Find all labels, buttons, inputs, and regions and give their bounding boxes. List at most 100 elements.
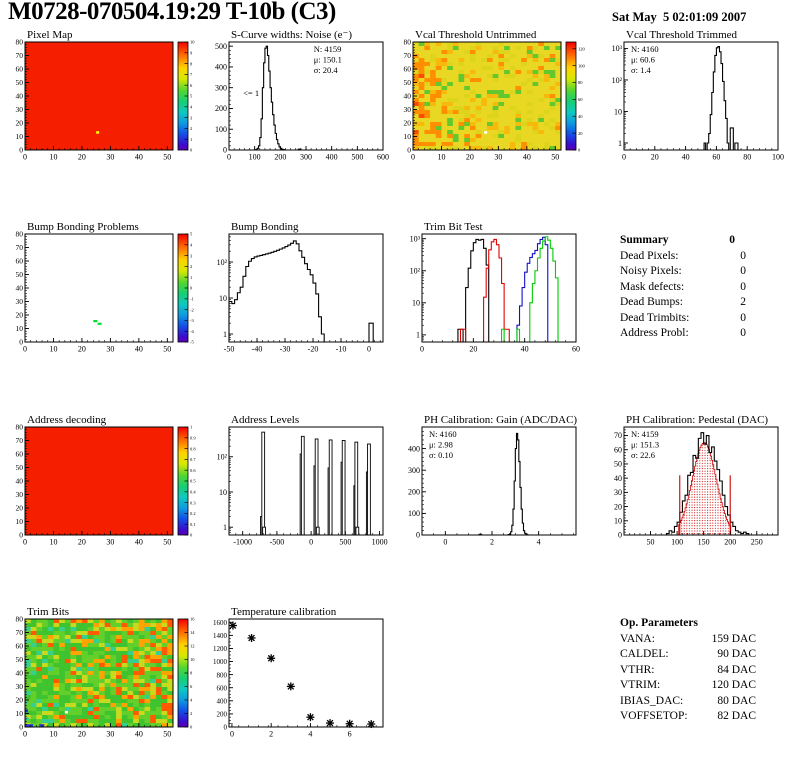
x-tick-label: 200 xyxy=(724,538,736,547)
plot-frame xyxy=(228,618,384,728)
colorbar-label: 6 xyxy=(190,684,193,689)
op-parameter-value: 80 DAC xyxy=(717,694,756,707)
x-tick-label: 0 xyxy=(23,538,27,547)
op-parameter-value: 90 DAC xyxy=(717,648,756,660)
op-parameter-label: VOFFSETOP: xyxy=(620,710,688,722)
y-tick-label: 10³ xyxy=(612,44,623,53)
colorbar-label: 5 xyxy=(190,232,193,237)
colorbar-label: -5 xyxy=(190,340,194,345)
y-tick-label: 20 xyxy=(16,696,24,705)
x-tick-label: 10 xyxy=(49,730,57,739)
chart-title-trim-bits: Trim Bits xyxy=(27,606,69,618)
colorbar-label: 0.3 xyxy=(190,500,196,505)
asterisk-marker xyxy=(306,713,315,722)
histogram-outline xyxy=(255,45,287,151)
x-tick-label: 250 xyxy=(751,538,763,547)
histogram-outline xyxy=(459,238,510,343)
x-tick-label: 50 xyxy=(163,153,171,162)
chart-title-address-decoding: Address decoding xyxy=(27,414,107,426)
y-tick-label: 400 xyxy=(215,63,227,72)
colorbar-label: 0 xyxy=(190,725,193,730)
y-tick-label: 70 xyxy=(16,243,24,252)
y-tick-label: 10 xyxy=(16,324,24,333)
x-tick-label: 0 xyxy=(230,730,234,739)
y-tick-label: 70 xyxy=(16,51,24,60)
x-tick-label: 6 xyxy=(348,730,352,739)
y-tick-label: 50 xyxy=(16,463,24,472)
y-tick-label: 0 xyxy=(416,531,420,540)
op-parameter-label: VTHR: xyxy=(620,663,655,676)
defect-pixel xyxy=(96,131,100,134)
x-tick-label: 2 xyxy=(269,730,273,739)
x-tick-label: 300 xyxy=(300,153,312,162)
y-tick-label: 30 xyxy=(16,105,24,114)
y-tick-label: 400 xyxy=(217,698,228,706)
colorbar-label: 8 xyxy=(190,61,193,66)
summary-label: Mask defects: xyxy=(620,280,685,293)
chart-address-levels: Address Levels -1000 -500 0 500 1000 1 10 10² xyxy=(217,414,388,547)
chart-title-scurve-noise: S-Curve widths: Noise (e⁻) xyxy=(231,29,352,41)
summary-title: Summary xyxy=(620,234,669,246)
y-tick-label: 50 xyxy=(16,270,24,279)
summary-value: 0 xyxy=(740,311,746,324)
colorbar-label: 40 xyxy=(578,114,583,119)
y-tick-label: 70 xyxy=(614,431,622,440)
x-tick-label: 50 xyxy=(163,730,171,739)
y-tick-label: 30 xyxy=(16,682,24,691)
colorbar-label: 80 xyxy=(578,80,583,85)
stats-line: N: 4160 xyxy=(631,44,659,54)
x-tick-label: 20 xyxy=(78,345,86,354)
y-tick-label: 400 xyxy=(408,444,420,453)
y-tick-label: 1600 xyxy=(213,619,228,627)
x-tick-label: 20 xyxy=(78,730,86,739)
defect-pixel xyxy=(39,724,45,728)
x-tick-label: 0 xyxy=(443,538,447,547)
y-tick-label: 0 xyxy=(19,146,23,155)
y-tick-label: 80 xyxy=(404,38,412,47)
op-parameter-value: 120 DAC xyxy=(711,679,756,691)
x-tick-label: 10 xyxy=(49,538,57,547)
plot-frame xyxy=(421,426,577,536)
y-tick-label: 1 xyxy=(223,330,227,339)
y-tick-label: 70 xyxy=(16,628,24,637)
y-tick-label: 1 xyxy=(223,523,227,532)
colorbar-label: 120 xyxy=(578,46,586,51)
x-tick-label: 50 xyxy=(647,538,655,547)
asterisk-marker xyxy=(326,719,335,728)
y-tick-label: 10² xyxy=(217,453,228,462)
spike-bar xyxy=(300,435,305,536)
plot-frame xyxy=(228,426,384,536)
histogram-outline xyxy=(507,432,529,536)
y-tick-label: 60 xyxy=(16,65,24,74)
x-tick-label: 200 xyxy=(274,153,286,162)
x-tick-label: 20 xyxy=(78,538,86,547)
fit-area xyxy=(678,442,732,536)
y-tick-label: 20 xyxy=(16,504,24,513)
colorbar-label: 20 xyxy=(578,131,583,136)
y-tick-label: 30 xyxy=(404,105,412,114)
x-tick-label: 20 xyxy=(469,345,477,354)
stats-line: μ: 2.98 xyxy=(429,440,453,450)
x-tick-label: 30 xyxy=(106,538,114,547)
timestamp: Sat May 5 02:01:09 2007 xyxy=(612,10,747,24)
y-tick-label: 40 xyxy=(16,477,24,486)
x-tick-label: 20 xyxy=(651,153,659,162)
op-parameter-row: IBIAS_DAC: 80 DAC xyxy=(620,694,756,710)
summary-label: Address Probl: xyxy=(620,327,689,339)
x-tick-label: 40 xyxy=(135,345,143,354)
op-parameter-row: VTHR: 84 DAC xyxy=(620,663,756,679)
x-tick-label: 30 xyxy=(106,153,114,162)
summary-label: Dead Trimbits: xyxy=(620,311,690,324)
x-tick-label: 0 xyxy=(23,730,27,739)
op-parameter-row: VTRIM: 120 DAC xyxy=(620,678,756,694)
x-tick-label: 500 xyxy=(351,153,363,162)
op-parameter-value: 159 DAC xyxy=(711,632,756,645)
colorbar-label: 0.8 xyxy=(190,446,196,451)
x-tick-label: 100 xyxy=(249,153,261,162)
y-tick-label: 0 xyxy=(618,531,622,540)
x-tick-label: 0 xyxy=(411,153,415,162)
defect-pixel xyxy=(93,319,98,323)
y-tick-label: 10 xyxy=(614,107,622,116)
